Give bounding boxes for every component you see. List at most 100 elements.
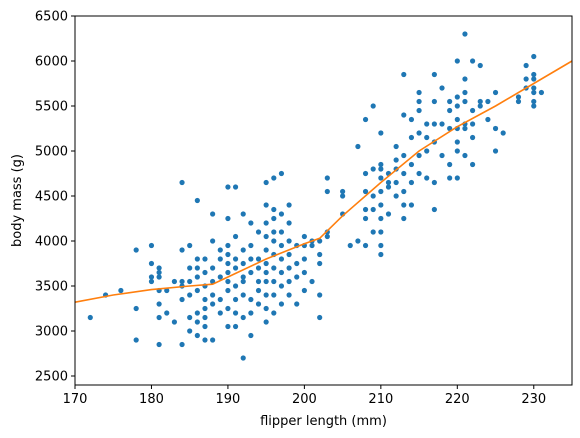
- scatter-point: [401, 71, 407, 78]
- scatter-point: [370, 166, 376, 172]
- scatter-point: [317, 251, 323, 258]
- scatter-point: [179, 278, 185, 285]
- scatter-point: [401, 188, 407, 195]
- scatter-point: [362, 206, 369, 213]
- trend-line: [74, 60, 573, 303]
- scatter-point: [263, 292, 269, 298]
- scatter-point: [278, 211, 285, 217]
- scatter-point: [171, 278, 177, 285]
- scatter-point: [431, 121, 437, 127]
- y-tick-label: 4000: [35, 235, 68, 250]
- scatter-point: [416, 98, 422, 105]
- scatter-point: [202, 314, 208, 321]
- scatter-point: [439, 152, 445, 159]
- scatter-point: [531, 53, 537, 60]
- scatter-point: [408, 134, 415, 141]
- scatter-point: [401, 202, 407, 208]
- scatter-point: [148, 242, 155, 249]
- scatter-point: [225, 251, 231, 258]
- scatter-point: [240, 355, 246, 361]
- scatter-point: [378, 215, 384, 222]
- scatter-point: [500, 130, 506, 136]
- scatter-point: [232, 323, 239, 330]
- scatter-point: [378, 229, 384, 235]
- scatter-point: [362, 170, 369, 177]
- scatter-point: [156, 269, 162, 276]
- scatter-point: [133, 337, 139, 343]
- scatter-point: [424, 148, 430, 154]
- x-tick-label: 210: [368, 392, 393, 407]
- scatter-point: [210, 265, 216, 271]
- y-tick-label: 3500: [35, 280, 68, 295]
- scatter-point: [194, 310, 200, 316]
- scatter-point: [439, 85, 445, 91]
- scatter-point: [217, 274, 223, 280]
- scatter-point: [164, 287, 170, 294]
- scatter-point: [408, 161, 415, 168]
- scatter-point: [210, 301, 216, 307]
- scatter-point: [187, 265, 193, 271]
- scatter-point: [470, 58, 476, 64]
- scatter-point: [194, 197, 200, 204]
- scatter-point: [470, 161, 476, 168]
- scatter-point: [416, 152, 422, 159]
- scatter-point: [271, 310, 277, 316]
- scatter-point: [263, 269, 269, 276]
- scatter-point: [431, 179, 437, 186]
- y-tick-label: 3000: [35, 325, 68, 340]
- scatter-point: [393, 143, 399, 150]
- scatter-point: [263, 260, 269, 267]
- scatter-point: [324, 229, 330, 235]
- scatter-point: [309, 242, 315, 249]
- scatter-point: [255, 229, 262, 235]
- y-tick-label: 6000: [35, 55, 68, 70]
- scatter-point: [194, 265, 200, 271]
- scatter-point: [194, 256, 200, 262]
- scatter-point: [202, 296, 208, 303]
- scatter-point: [118, 287, 124, 294]
- scatter-point: [210, 337, 216, 343]
- scatter-point: [477, 103, 483, 109]
- scatter-point: [271, 265, 277, 271]
- scatter-point: [355, 143, 361, 150]
- scatter-point: [286, 202, 292, 208]
- scatter-point: [378, 161, 384, 168]
- scatter-point: [217, 296, 223, 303]
- scatter-point: [447, 98, 453, 105]
- scatter-point: [462, 76, 468, 82]
- scatter-point: [385, 211, 392, 217]
- scatter-point: [240, 211, 246, 217]
- scatter-point: [225, 269, 231, 276]
- scatter-point: [301, 269, 307, 276]
- scatter-point: [194, 287, 200, 294]
- scatter-point: [263, 202, 269, 208]
- scatter-point: [248, 310, 254, 316]
- scatter-point: [485, 98, 491, 105]
- scatter-point: [271, 238, 277, 244]
- scatter-point: [309, 278, 315, 285]
- scatter-point: [286, 220, 292, 226]
- scatter-point: [462, 152, 468, 159]
- scatter-point: [408, 179, 415, 186]
- scatter-point: [378, 202, 384, 208]
- scatter-point: [179, 296, 185, 303]
- scatter-point: [477, 98, 483, 105]
- scatter-point: [278, 170, 285, 177]
- x-tick-label: 170: [63, 392, 88, 407]
- scatter-point: [210, 211, 216, 217]
- y-axis-label: body mass (g): [10, 154, 25, 247]
- scatter-point: [286, 265, 292, 271]
- scatter-point: [324, 188, 330, 195]
- y-tick-label: 6500: [35, 10, 68, 25]
- scatter-point: [492, 89, 499, 96]
- scatter-point: [240, 274, 246, 280]
- scatter-point: [454, 175, 460, 181]
- scatter-point: [232, 265, 239, 271]
- scatter-point: [248, 256, 254, 262]
- scatter-point: [370, 229, 376, 235]
- x-tick-label: 180: [139, 392, 164, 407]
- scatter-point: [255, 301, 262, 307]
- scatter-point: [248, 269, 254, 276]
- scatter-point: [454, 139, 460, 145]
- scatter-point: [317, 260, 323, 267]
